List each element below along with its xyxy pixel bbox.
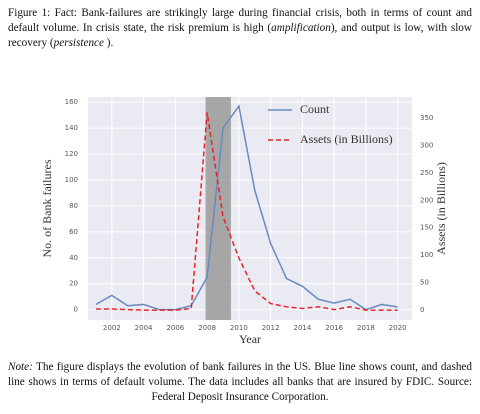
plot-background <box>88 97 412 320</box>
y-tick-label: 0 <box>74 306 78 314</box>
x-tick-label: 2004 <box>135 324 153 332</box>
y-tick-label: 100 <box>65 176 78 184</box>
text-segment: ), and output is low, with slow recovery… <box>8 22 472 49</box>
y-tick-label: 160 <box>65 98 78 106</box>
shaded-span <box>205 97 231 320</box>
y-tick-label: 60 <box>69 228 78 236</box>
text-segment: Figure 1: Fact: Bank-failures are striki… <box>8 7 472 34</box>
x-tick-label: 2006 <box>166 324 184 332</box>
y-tick-label: 40 <box>69 254 78 262</box>
text-segment: Note: <box>8 361 33 373</box>
y2-axis-label: Assets (in Billions) <box>434 162 448 255</box>
y-tick-label: 80 <box>69 202 78 210</box>
y-tick-label: 20 <box>69 280 78 288</box>
text-segment: ). <box>103 37 114 49</box>
x-tick-label: 2016 <box>325 324 343 332</box>
x-tick-label: 2010 <box>230 324 248 332</box>
x-tick-label: 2012 <box>262 324 280 332</box>
y2-tick-label: 100 <box>420 251 433 259</box>
series-line <box>95 112 398 311</box>
y2-tick-label: 350 <box>420 114 433 122</box>
y-tick-label: 120 <box>65 150 78 158</box>
y-axis-label: No. of Bank failures <box>40 159 54 257</box>
x-tick-label: 2020 <box>389 324 407 332</box>
y2-tick-label: 150 <box>420 224 433 232</box>
series-line <box>95 104 398 311</box>
y2-tick-label: 50 <box>420 279 429 287</box>
y2-tick-label: 0 <box>420 306 424 314</box>
figure-caption: Figure 1: Fact: Bank-failures are striki… <box>8 6 472 51</box>
figure-note: Note: The figure displays the evolution … <box>8 360 472 405</box>
y2-tick-label: 300 <box>420 141 433 149</box>
x-tick-label: 2018 <box>357 324 375 332</box>
legend-label: Assets (in Billions) <box>300 132 393 146</box>
text-segment: The figure displays the evolution of ban… <box>8 361 472 403</box>
text-segment: amplification <box>271 22 331 34</box>
y-tick-label: 140 <box>65 124 78 132</box>
x-tick-label: 2002 <box>103 324 121 332</box>
x-tick-label: 2008 <box>198 324 216 332</box>
x-axis-label: Year <box>239 332 261 346</box>
text-segment: persistence <box>53 37 104 49</box>
y2-tick-label: 200 <box>420 196 433 204</box>
x-tick-label: 2014 <box>293 324 311 332</box>
legend-label: Count <box>300 102 330 116</box>
y2-tick-label: 250 <box>420 169 433 177</box>
